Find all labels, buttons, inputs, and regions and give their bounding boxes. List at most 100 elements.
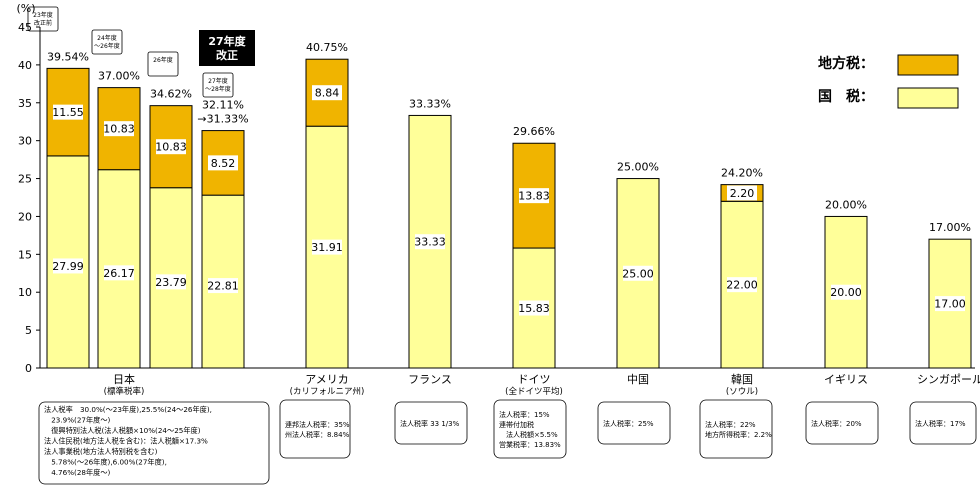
value-label-national: 27.99 bbox=[52, 260, 84, 273]
group-label: 日本 bbox=[113, 372, 135, 386]
note-text: 法人税率：17% bbox=[915, 419, 966, 428]
total-label: 33.33% bbox=[409, 97, 451, 110]
total-label: 37.00% bbox=[98, 70, 140, 83]
value-label-national-box bbox=[104, 265, 134, 281]
y-axis: 0 5 10 15 20 25 30 35 40 45 (%) bbox=[16, 2, 975, 375]
year-tag: 24年度～26年度 bbox=[94, 34, 120, 50]
note-text: 地方所得税率：2.2% bbox=[705, 430, 772, 439]
group-sublabel: (全ドイツ平均) bbox=[505, 386, 563, 397]
legend-swatch bbox=[897, 87, 959, 109]
y-tick-label: 20 bbox=[18, 210, 32, 223]
group-label: アメリカ bbox=[305, 373, 348, 386]
value-label-national-box bbox=[623, 265, 653, 281]
group-layer: 日本(標準税率) 法人税率 30.0%(～23年度),25.5%(24～26年度)… bbox=[38, 372, 980, 485]
note-box bbox=[805, 401, 879, 445]
note-text: 法人税率：15% bbox=[499, 410, 550, 419]
note-box bbox=[493, 399, 567, 459]
year-tag-box bbox=[27, 6, 59, 32]
label-layer: 27.99 11.55 39.54% 23年度改正前 26.17 10.83 37.00% 2… bbox=[27, 6, 971, 316]
value-label-local: 10.83 bbox=[103, 123, 135, 136]
note-text: 法人税率 30.0%(～23年度),25.5%(24～26年度), bbox=[44, 405, 212, 414]
note-text: 営業税率：13.83% bbox=[499, 440, 561, 449]
value-label-national-box bbox=[53, 258, 83, 274]
value-label-national-box bbox=[208, 278, 238, 294]
y-tick-label: 35 bbox=[18, 97, 32, 110]
value-label-national: 22.00 bbox=[726, 279, 758, 292]
y-unit-label: (%) bbox=[16, 2, 35, 15]
legend-label: 地方税： bbox=[818, 55, 874, 72]
revision-badge-label: 27年度改正 bbox=[208, 34, 246, 62]
total-label: 39.54% bbox=[47, 50, 89, 63]
total-label: 32.11% →31.33% bbox=[197, 99, 248, 126]
year-tag: 27年度～28年度 bbox=[205, 77, 231, 93]
value-label-national: 15.83 bbox=[518, 302, 550, 315]
note-text: 法人税額×5.5% bbox=[499, 430, 558, 439]
note-text: 5.78%(～26年度),6.00%(27年度), bbox=[44, 458, 167, 467]
value-label-national: 20.00 bbox=[830, 286, 862, 299]
total-label: 17.00% bbox=[929, 221, 971, 234]
note-text: 法人税率 33 1/3% bbox=[400, 419, 460, 428]
y-tick-label: 45 bbox=[18, 21, 32, 34]
note-box bbox=[38, 401, 270, 485]
value-label-local-box bbox=[156, 139, 186, 155]
note-text: 法人税率：22% bbox=[705, 420, 756, 429]
note-text: 州法人税率：8.84% bbox=[285, 430, 350, 439]
legend: 地方税： 国 税： bbox=[818, 54, 959, 109]
group-label: シンガポール bbox=[917, 373, 980, 386]
y-tick-label: 0 bbox=[25, 362, 32, 375]
revision-badge bbox=[199, 30, 255, 66]
year-tag-box bbox=[147, 51, 179, 77]
total-label: 20.00% bbox=[825, 198, 867, 211]
value-label-national-box bbox=[312, 239, 342, 255]
value-label-national-box bbox=[156, 274, 186, 290]
total-label: 40.75% bbox=[306, 41, 348, 54]
note-box bbox=[909, 401, 977, 445]
value-label-national-box bbox=[519, 300, 549, 316]
y-tick-label: 5 bbox=[25, 324, 32, 337]
value-label-local-box bbox=[208, 155, 238, 171]
legend-swatch bbox=[897, 54, 959, 76]
year-tag: 23年度改正前 bbox=[33, 11, 53, 27]
value-label-national: 25.00 bbox=[622, 267, 654, 280]
note-text: 法人事業税(地方法人特別税を含む) bbox=[44, 447, 158, 456]
note-box bbox=[597, 401, 671, 445]
value-label-national: 26.17 bbox=[103, 267, 135, 280]
bar-layer bbox=[46, 58, 972, 369]
total-label: 34.62% bbox=[150, 88, 192, 101]
note-box bbox=[394, 401, 468, 445]
value-label-national-box bbox=[727, 277, 757, 293]
value-label-local-box bbox=[104, 121, 134, 137]
y-tick-label: 25 bbox=[18, 173, 32, 186]
note-box bbox=[699, 399, 773, 459]
year-tag-box bbox=[91, 29, 123, 55]
value-label-national: 33.33 bbox=[414, 236, 446, 249]
group-label: イギリス bbox=[824, 373, 868, 386]
group-sublabel: (標準税率) bbox=[104, 386, 145, 397]
value-label-national: 17.00 bbox=[934, 298, 966, 311]
legend-label: 国 税： bbox=[818, 88, 874, 105]
group-label: 韓国 bbox=[731, 373, 753, 386]
y-tick-label: 40 bbox=[18, 59, 32, 72]
group-label: ドイツ bbox=[518, 373, 551, 386]
group-label: 中国 bbox=[627, 373, 649, 386]
value-label-local: 13.83 bbox=[518, 190, 550, 203]
value-label-local: 8.52 bbox=[211, 157, 236, 170]
value-label-local-box bbox=[53, 104, 83, 120]
total-label: 29.66% bbox=[513, 125, 555, 138]
total-label: 24.20% bbox=[721, 167, 763, 180]
value-label-local: 8.84 bbox=[315, 87, 340, 100]
note-text: 23.9%(27年度～) bbox=[44, 416, 111, 425]
total-label: 25.00% bbox=[617, 161, 659, 174]
value-label-national: 22.81 bbox=[207, 280, 239, 293]
note-text: 連帯付加税 bbox=[499, 420, 534, 429]
group-label: フランス bbox=[408, 373, 452, 386]
value-label-local-box bbox=[727, 185, 757, 201]
value-label-national-box bbox=[831, 284, 861, 300]
group-sublabel: (ソウル) bbox=[726, 387, 758, 397]
group-sublabel: (カリフォルニア州) bbox=[290, 387, 365, 397]
note-text: 法人住民税(地方法人税を含む)：法人税額×17.3% bbox=[44, 437, 208, 446]
year-tag: 26年度 bbox=[153, 56, 173, 64]
value-label-local-box bbox=[519, 188, 549, 204]
note-text: 4.76%(28年度～) bbox=[44, 468, 111, 477]
